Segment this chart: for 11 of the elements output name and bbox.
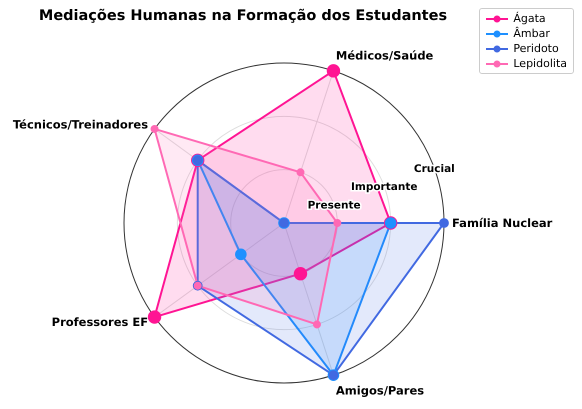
- spoke-label: Professores EF: [52, 314, 148, 329]
- spoke-label: Família Nuclear: [452, 216, 553, 230]
- legend-label: Âmbar: [513, 26, 550, 41]
- legend-label: Lepidolita: [513, 56, 567, 71]
- spoke-label: Amigos/Pares: [336, 383, 424, 398]
- chart-title: Mediações Humanas na Formação dos Estudantes: [38, 8, 448, 24]
- legend-label: Peridoto: [513, 41, 559, 56]
- spoke-label: Técnicos/Treinadores: [12, 117, 148, 132]
- spoke-label: Médicos/Saúde: [336, 48, 434, 63]
- y-tick-label: Presente: [308, 199, 361, 212]
- legend-label: Ágata: [513, 11, 546, 26]
